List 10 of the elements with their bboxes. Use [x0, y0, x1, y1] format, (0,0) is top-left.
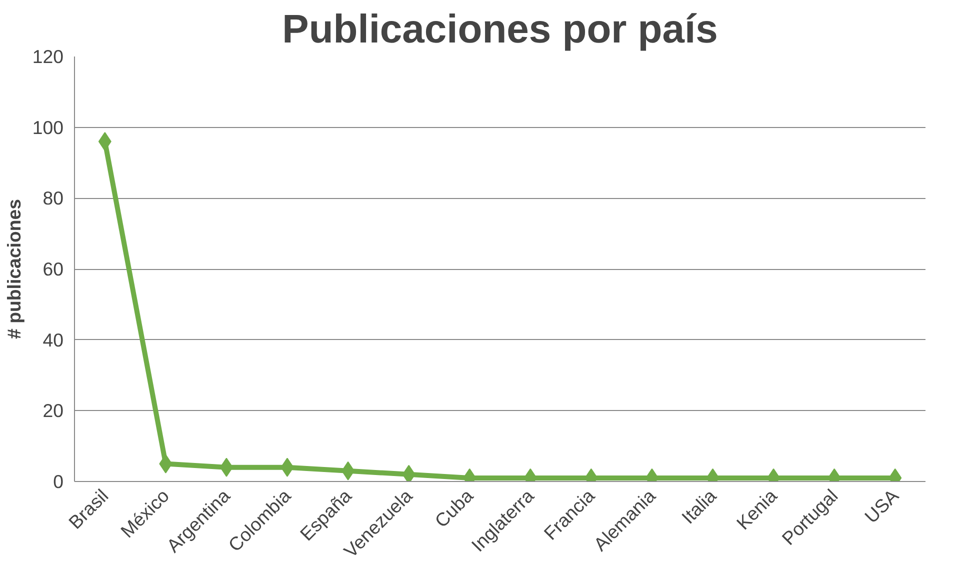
y-tick-label: 80	[42, 188, 64, 209]
y-tick-label: 100	[32, 116, 64, 138]
y-tick-label: 20	[42, 400, 64, 422]
y-tick-label: 120	[32, 46, 64, 67]
y-tick-label: 0	[53, 471, 64, 492]
chart-title: Publicaciones por país	[282, 8, 718, 52]
y-tick-label: 60	[42, 258, 64, 280]
x-tick-label: USA	[860, 484, 903, 528]
y-axis-title: # publicaciones	[3, 199, 24, 339]
y-tick-label: 40	[42, 329, 64, 350]
